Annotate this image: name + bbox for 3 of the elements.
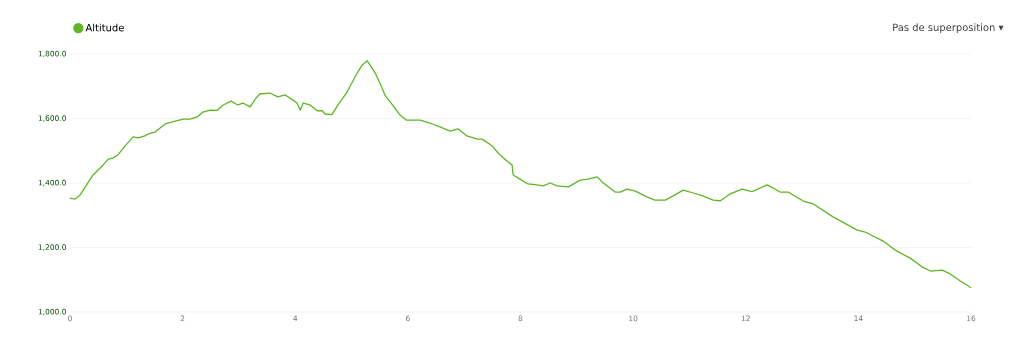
line-series bbox=[69, 60, 972, 289]
legend-label: Altitude bbox=[85, 23, 124, 32]
text: Pas de superposition ▾ bbox=[893, 23, 1004, 34]
